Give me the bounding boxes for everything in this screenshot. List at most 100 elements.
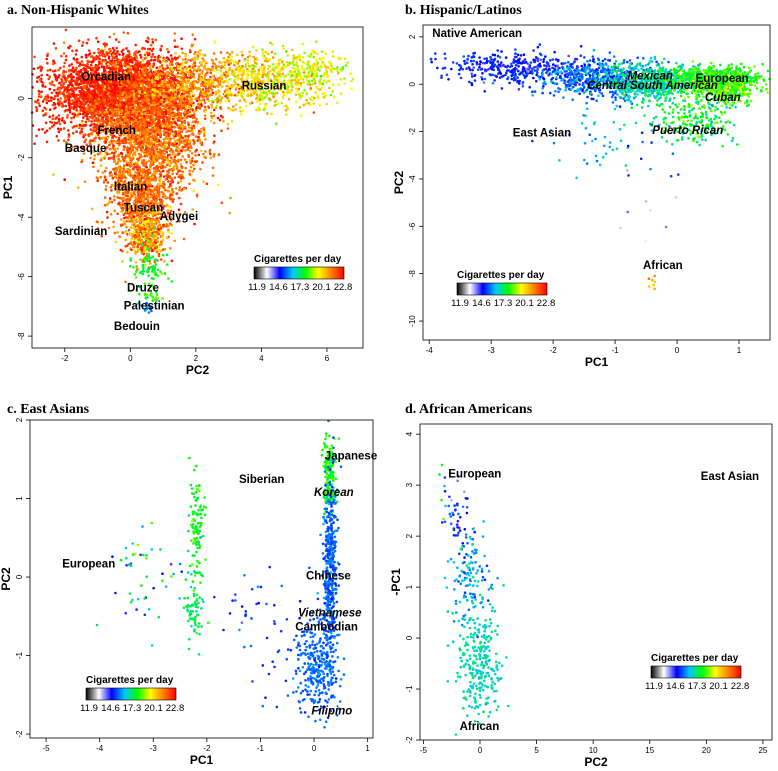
data-point [186,148,189,151]
data-point [101,108,104,112]
data-point [128,147,131,151]
data-point [171,143,175,147]
data-point [142,78,146,82]
data-point [34,105,38,109]
data-point [109,67,112,71]
data-point [185,130,188,133]
data-point [96,40,100,44]
data-point [71,131,75,135]
data-point [58,117,61,121]
data-point [181,145,185,149]
data-point [169,60,173,64]
data-point [205,182,209,186]
data-point [113,65,117,68]
data-point [112,139,115,143]
data-point [128,101,131,105]
data-point [55,79,59,82]
data-point [40,80,43,84]
data-point [191,120,195,124]
data-point [119,159,122,163]
data-point [146,116,149,120]
data-point [37,128,41,131]
data-point [61,105,65,108]
data-point [68,110,72,114]
data-point [108,35,111,39]
data-point [191,170,195,173]
data-point [169,101,172,105]
data-point [107,64,111,68]
data-point [77,83,81,86]
data-point [177,150,180,153]
data-point [111,101,114,105]
data-point [188,102,191,105]
data-point [91,130,94,134]
data-point [114,108,117,111]
data-point [151,52,155,56]
data-point [99,49,103,53]
data-point [183,125,187,129]
data-point [170,125,174,129]
data-point [163,104,167,108]
data-point [57,127,60,131]
data-point [75,130,78,133]
data-point [212,121,216,125]
data-point [84,64,87,67]
data-point [137,137,140,140]
data-point [115,93,119,96]
data-point [91,55,94,58]
data-point [188,142,192,146]
data-point [155,136,158,139]
data-point [121,155,124,158]
data-point [44,85,47,88]
data-point [91,161,95,165]
data-point [169,156,173,159]
data-point [63,121,67,124]
data-point [164,67,168,71]
data-point [92,95,96,99]
data-point [64,58,68,62]
data-point [104,184,108,188]
data-point [192,110,196,113]
data-point [149,43,153,47]
data-point [49,99,53,102]
data-point [108,60,112,64]
data-point [95,91,99,94]
data-point [134,140,138,143]
data-point [131,61,134,64]
data-point [45,98,48,102]
data-point [102,120,105,124]
data-point [165,116,169,119]
data-point [93,99,97,102]
data-point [96,83,99,87]
data-point [36,76,39,79]
data-point [189,107,193,111]
data-point [61,79,64,83]
data-point [110,89,113,93]
data-point [51,103,55,107]
data-point [132,95,136,99]
data-point [105,51,109,54]
data-point [122,83,126,86]
data-point [115,155,118,158]
data-point [84,94,88,98]
data-point [107,157,111,160]
data-point [212,114,216,118]
data-point [217,183,220,186]
data-point [202,180,205,184]
data-point [234,103,238,106]
data-point [167,119,170,122]
data-point [78,90,81,93]
data-point [112,96,116,100]
data-point [108,171,112,175]
data-point [166,57,170,60]
data-point [121,115,125,119]
data-point [120,96,123,100]
data-point [97,85,101,89]
data-point [86,108,89,112]
data-point [211,166,215,170]
data-point [63,88,66,92]
data-point [50,91,54,95]
data-point [54,47,58,50]
data-point [191,114,194,117]
data-point [180,135,183,139]
